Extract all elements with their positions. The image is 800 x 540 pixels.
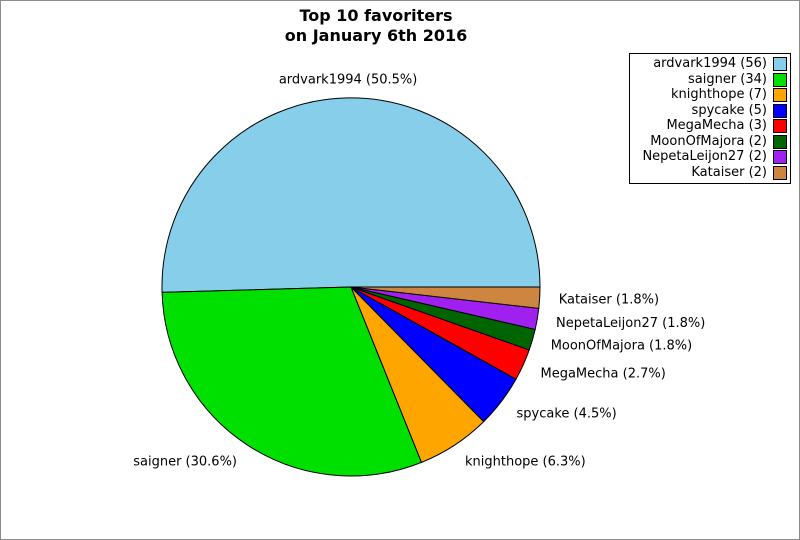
pie-slice-Kataiser	[350, 286, 541, 309]
legend-label: knighthope (7)	[671, 87, 767, 103]
legend-swatch-spycake	[773, 103, 787, 118]
pie-label-ardvark1994: ardvark1994 (50.5%)	[279, 73, 418, 88]
legend-item-saigner: saigner (34)	[634, 71, 787, 87]
legend-item-Kataiser: Kataiser (2)	[634, 164, 787, 180]
legend-label: MoonOfMajora (2)	[650, 133, 767, 149]
pie-label-MoonOfMajora: MoonOfMajora (1.8%)	[551, 339, 693, 354]
legend-item-spycake: spycake (5)	[634, 102, 787, 118]
pie-label-NepetaLeijon27: NepetaLeijon27 (1.8%)	[556, 316, 705, 331]
pie-slice-saigner	[161, 286, 423, 477]
pie-label-Kataiser: Kataiser (1.8%)	[559, 292, 659, 307]
legend-label: NepetaLeijon27 (2)	[642, 149, 767, 165]
legend-item-ardvark1994: ardvark1994 (56)	[634, 56, 787, 72]
legend-item-NepetaLeijon27: NepetaLeijon27 (2)	[634, 149, 787, 165]
chart-title: Top 10 favoriters on January 6th 2016	[285, 6, 467, 46]
chart-title-line2: on January 6th 2016	[284, 26, 468, 45]
legend-label: ardvark1994 (56)	[653, 56, 767, 72]
pie-label-knighthope: knighthope (6.3%)	[465, 455, 586, 470]
legend-swatch-MoonOfMajora	[773, 134, 787, 149]
legend: ardvark1994 (56) saigner (34) knighthope (…	[629, 53, 791, 184]
legend-item-knighthope: knighthope (7)	[634, 87, 787, 103]
legend-item-MegaMecha: MegaMecha (3)	[634, 118, 787, 134]
legend-label: Kataiser (2)	[691, 164, 767, 180]
legend-swatch-MegaMecha	[773, 119, 787, 134]
legend-swatch-ardvark1994	[773, 57, 787, 72]
legend-label: MegaMecha (3)	[666, 118, 767, 134]
legend-swatch-knighthope	[773, 88, 787, 103]
legend-swatch-NepetaLeijon27	[773, 150, 787, 165]
legend-label: saigner (34)	[687, 71, 767, 87]
legend-label: spycake (5)	[691, 102, 767, 118]
legend-swatch-saigner	[773, 72, 787, 87]
pie-label-MegaMecha: MegaMecha (2.7%)	[541, 366, 666, 381]
legend-item-MoonOfMajora: MoonOfMajora (2)	[634, 133, 787, 149]
pie-label-spycake: spycake (4.5%)	[517, 407, 617, 422]
pie-slice-ardvark1994	[161, 97, 541, 293]
chart-title-line1: Top 10 favoriters	[299, 6, 453, 25]
pie-label-saigner: saigner (30.6%)	[133, 455, 237, 470]
legend-swatch-Kataiser	[773, 165, 787, 180]
